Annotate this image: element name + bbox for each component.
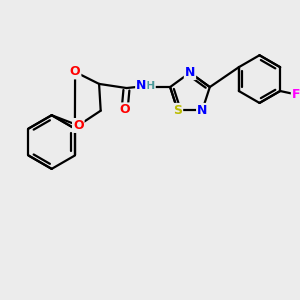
Text: S: S — [173, 104, 182, 117]
Text: O: O — [73, 119, 84, 132]
Text: N: N — [136, 79, 146, 92]
Text: N: N — [185, 66, 195, 79]
Text: O: O — [70, 65, 80, 78]
Text: N: N — [197, 104, 207, 117]
Text: H: H — [146, 81, 155, 91]
Text: O: O — [119, 103, 130, 116]
Text: F: F — [292, 88, 300, 100]
